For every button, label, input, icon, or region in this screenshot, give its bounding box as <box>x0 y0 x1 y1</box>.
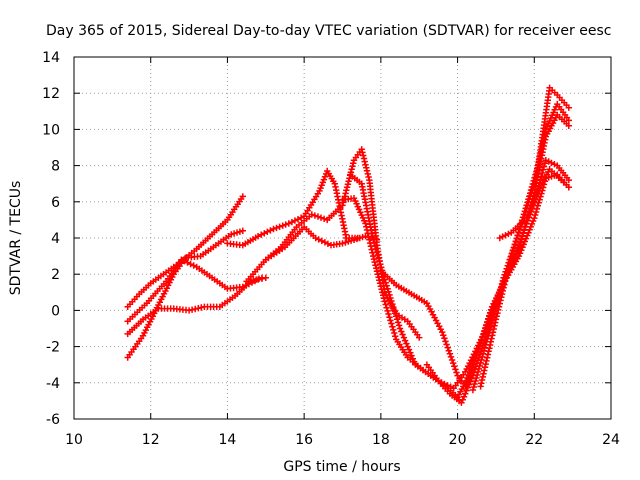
y-axis-label: SDTVAR / TECUs <box>8 181 24 296</box>
y-tick-label: 12 <box>42 86 60 102</box>
x-tick-label: 14 <box>219 432 237 448</box>
x-tick-label: 12 <box>142 432 160 448</box>
series-track-5 <box>224 167 361 249</box>
x-tick-label: 22 <box>525 432 543 448</box>
y-tick-label: -6 <box>46 412 60 428</box>
y-tick-label: 6 <box>51 195 60 211</box>
chart-title: Day 365 of 2015, Sidereal Day-to-day VTE… <box>46 23 611 39</box>
y-tick-label: 4 <box>51 231 60 247</box>
series-track-13 <box>477 84 572 390</box>
x-tick-label: 18 <box>372 432 390 448</box>
x-tick-label: 10 <box>65 432 83 448</box>
y-tick-label: 0 <box>51 303 60 319</box>
y-tick-label: -4 <box>46 376 60 392</box>
series-track-14 <box>496 166 572 242</box>
plot-frame <box>73 56 612 420</box>
series-track-1 <box>124 193 246 310</box>
grid-lines <box>74 57 611 419</box>
x-tick-label: 24 <box>602 432 620 448</box>
series-track-11 <box>423 111 572 406</box>
y-tick-label: 8 <box>51 159 60 175</box>
series-track-4 <box>124 256 269 325</box>
x-axis-label: GPS time / hours <box>283 459 400 475</box>
x-tick-label: 16 <box>295 432 313 448</box>
y-tick-label: 14 <box>42 50 60 66</box>
x-tick-label: 20 <box>449 432 467 448</box>
data-series <box>124 84 572 406</box>
y-tick-label: 10 <box>42 122 60 138</box>
y-tick-label: 2 <box>51 267 60 283</box>
y-tick-label: -2 <box>46 340 60 356</box>
series-track-3 <box>124 227 246 361</box>
